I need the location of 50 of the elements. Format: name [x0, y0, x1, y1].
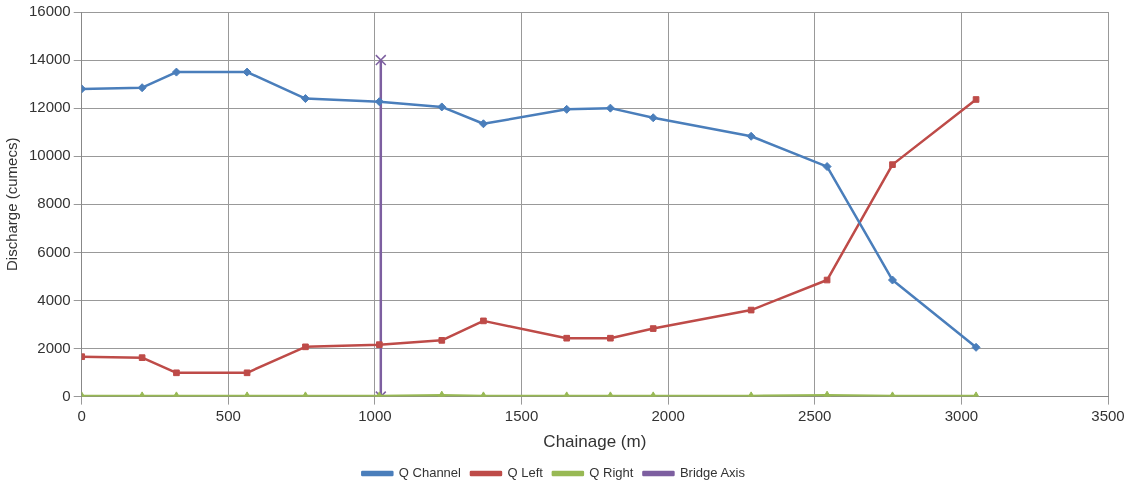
point: [605, 103, 615, 113]
point: [171, 67, 181, 77]
point: [972, 96, 980, 103]
x-tick-label: 1000: [358, 406, 392, 424]
x-tick-label: 3500: [1091, 406, 1125, 424]
point: [746, 131, 756, 141]
point: [822, 162, 832, 172]
legend-label: Q Right: [589, 465, 634, 481]
x-axis-title: Chainage (m): [543, 432, 647, 452]
x-tick-label: 500: [215, 406, 241, 424]
point: [437, 102, 447, 112]
point: [302, 343, 309, 351]
point: [887, 275, 897, 285]
x-tick-label: 2000: [651, 406, 685, 424]
y-tick-label: 4000: [37, 290, 71, 308]
point: [300, 94, 310, 104]
point: [823, 276, 831, 284]
x-tick-label: 0: [77, 406, 86, 424]
point: [747, 306, 755, 314]
y-tick-label: 6000: [37, 242, 71, 260]
point: [480, 317, 487, 325]
point: [376, 341, 383, 349]
y-axis-title: Discharge (cumecs): [3, 137, 21, 271]
point: [478, 119, 488, 129]
point: [649, 325, 657, 332]
point: [648, 113, 658, 123]
x-tick-label: 1500: [504, 406, 539, 424]
legend-label: Q Channel: [398, 465, 462, 481]
point: [138, 354, 146, 361]
y-tick-label: 14000: [28, 50, 71, 68]
x-tick-label: 3000: [944, 406, 979, 424]
legend-label: Q Left: [507, 465, 544, 481]
y-tick-label: 10000: [28, 146, 71, 164]
y-tick-label: 2000: [37, 338, 71, 356]
point: [173, 369, 180, 377]
point: [243, 369, 251, 377]
x-tick-label: 2500: [798, 406, 832, 424]
y-tick-label: 0: [62, 386, 71, 404]
point: [137, 83, 147, 93]
y-tick-label: 8000: [37, 194, 71, 212]
y-tick-label: 16000: [28, 2, 71, 20]
point: [375, 54, 387, 66]
point: [563, 334, 571, 342]
point: [971, 342, 981, 352]
legend-label: Bridge Axis: [679, 465, 746, 481]
point: [438, 337, 446, 344]
point: [374, 97, 384, 107]
point: [889, 161, 896, 168]
y-tick-label: 12000: [28, 98, 71, 116]
point: [607, 334, 614, 342]
